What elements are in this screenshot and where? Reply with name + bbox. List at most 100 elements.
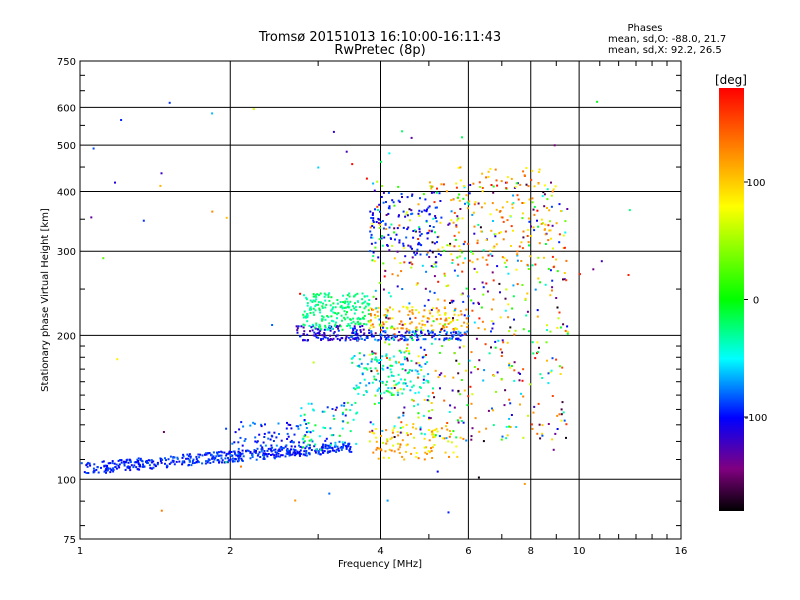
data-point — [246, 449, 249, 452]
data-point — [400, 193, 403, 195]
data-point — [515, 268, 518, 271]
data-point — [460, 379, 463, 381]
data-point — [307, 443, 310, 446]
data-point — [511, 307, 514, 310]
data-point — [491, 327, 494, 330]
data-point — [425, 379, 428, 382]
data-point — [473, 321, 476, 324]
data-point — [408, 208, 411, 211]
data-point — [267, 453, 270, 455]
data-point — [346, 421, 349, 424]
data-point — [400, 327, 403, 330]
data-point — [303, 294, 305, 297]
data-point — [413, 405, 416, 408]
data-point — [491, 254, 494, 257]
data-point — [398, 452, 401, 454]
data-point — [388, 226, 391, 229]
data-point — [404, 337, 407, 340]
data-point — [435, 191, 438, 194]
data-point — [366, 337, 369, 339]
data-point — [375, 358, 378, 361]
data-point — [416, 248, 419, 251]
data-point — [421, 323, 424, 326]
data-point — [516, 259, 519, 262]
data-point — [544, 233, 547, 236]
data-point — [370, 324, 373, 327]
data-point — [357, 320, 359, 323]
data-point — [106, 464, 109, 467]
data-point — [392, 333, 395, 336]
data-point — [109, 462, 112, 465]
data-point — [409, 322, 412, 325]
data-point — [352, 305, 354, 308]
data-point — [257, 453, 260, 456]
data-point — [480, 206, 483, 209]
data-point — [516, 250, 519, 253]
data-point — [375, 440, 378, 443]
data-point — [251, 453, 253, 456]
data-point — [266, 455, 269, 458]
data-point — [159, 184, 162, 187]
data-point — [471, 427, 474, 430]
data-point — [334, 441, 337, 444]
data-point — [298, 453, 301, 456]
data-point — [553, 144, 556, 147]
data-point — [315, 295, 318, 298]
data-point — [348, 292, 351, 295]
data-point — [314, 424, 317, 427]
data-point — [476, 242, 479, 245]
data-point — [374, 338, 377, 341]
data-point — [461, 136, 463, 139]
data-point — [410, 337, 413, 340]
data-point — [416, 252, 418, 255]
data-point — [214, 457, 217, 460]
data-point — [372, 182, 375, 185]
data-point — [460, 313, 463, 316]
data-point — [379, 210, 381, 213]
data-point — [446, 422, 449, 424]
data-point — [551, 255, 554, 258]
data-point — [459, 331, 462, 334]
data-point — [527, 268, 530, 270]
data-point — [314, 327, 317, 330]
data-point — [426, 208, 428, 211]
data-point — [489, 213, 492, 216]
data-point — [296, 451, 299, 454]
data-point — [409, 433, 412, 435]
data-point — [354, 302, 356, 305]
data-point — [447, 322, 450, 325]
data-point — [354, 388, 357, 391]
data-point — [551, 395, 554, 397]
data-point — [529, 255, 532, 258]
data-point — [427, 299, 430, 302]
data-point — [334, 323, 337, 326]
data-point — [543, 205, 546, 208]
data-point — [324, 445, 327, 448]
data-point — [490, 184, 493, 186]
data-point — [443, 272, 446, 275]
data-point — [411, 193, 414, 196]
data-point — [241, 459, 244, 462]
data-point — [551, 289, 553, 292]
data-point — [366, 335, 369, 338]
data-point — [237, 450, 240, 453]
data-point — [550, 237, 552, 240]
data-point — [419, 197, 421, 200]
data-point — [299, 453, 302, 455]
data-point — [239, 436, 242, 439]
data-point — [135, 466, 138, 469]
data-point — [397, 215, 400, 218]
data-point — [281, 454, 284, 457]
data-point — [405, 450, 407, 453]
data-point — [436, 241, 438, 244]
data-point — [386, 440, 389, 443]
data-point — [451, 301, 454, 304]
data-point — [452, 221, 455, 224]
data-point — [130, 464, 133, 467]
data-point — [403, 406, 406, 409]
data-point — [370, 370, 373, 373]
data-point — [357, 300, 359, 303]
data-point — [446, 244, 449, 247]
data-point — [304, 454, 307, 457]
data-point — [422, 329, 425, 332]
